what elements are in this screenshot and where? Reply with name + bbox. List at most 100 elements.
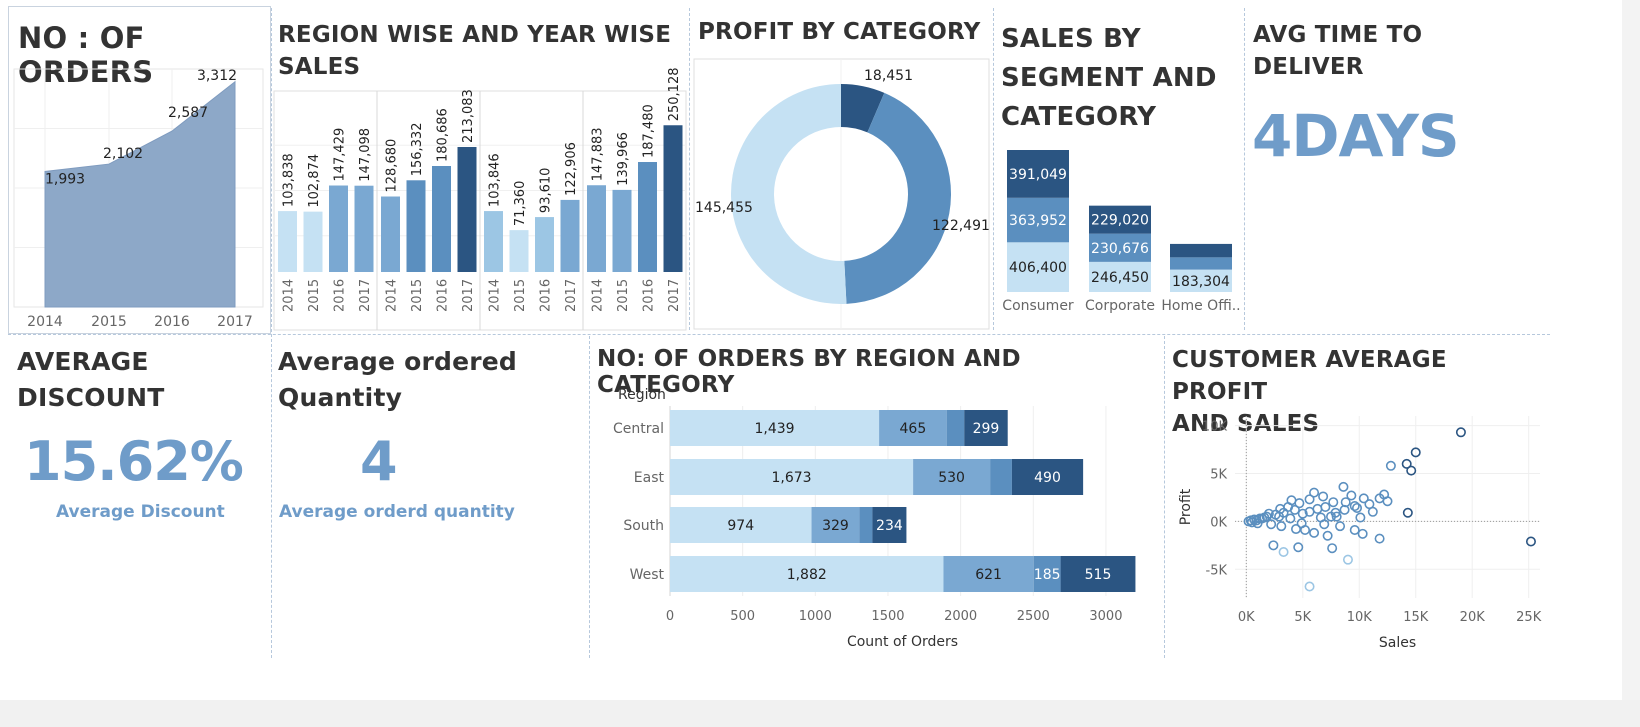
sales-bar bbox=[612, 189, 632, 272]
customer-panel[interactable]: CUSTOMER AVERAGE PROFIT AND SALES 0K 5K 10… bbox=[1165, 338, 1550, 658]
region-category-bar-chart[interactable]: Region 0 500 1000 1500 2000 2500 3000 Central 1,4… bbox=[590, 338, 1164, 658]
region-category-panel[interactable]: NO: OF ORDERS BY REGION AND CATEGORY Reg… bbox=[590, 338, 1164, 658]
scatter-point bbox=[1297, 508, 1308, 519]
order-bar bbox=[670, 507, 812, 543]
deliver-title-line1: AVG TIME TO bbox=[1253, 22, 1423, 48]
quantity-panel[interactable]: Average ordered Quantity 4 Average order… bbox=[272, 338, 589, 658]
data-label: 139,966 bbox=[616, 132, 631, 186]
scatter-point bbox=[1357, 528, 1368, 539]
region-label: Central bbox=[613, 421, 664, 437]
data-label: 234 bbox=[876, 518, 903, 534]
order-bar bbox=[913, 459, 991, 495]
segment-stacked-bar-chart[interactable]: 406,400 363,952 391,049 Consumer 246,450 230,… bbox=[994, 6, 1244, 334]
sales-bar bbox=[354, 185, 374, 272]
scatter-point bbox=[1246, 517, 1257, 528]
scatter-point bbox=[1278, 547, 1289, 558]
x-tick-label: 0K bbox=[1238, 610, 1255, 625]
scatter-point bbox=[1304, 494, 1315, 505]
data-label: 230,676 bbox=[1091, 241, 1149, 257]
year-label: 2014 bbox=[488, 279, 503, 312]
x-tick-label: 2500 bbox=[1017, 609, 1050, 624]
sales-bar bbox=[381, 196, 400, 272]
segment-bar bbox=[1007, 242, 1069, 292]
scatter-point bbox=[1349, 524, 1360, 535]
scatter-point bbox=[1402, 507, 1413, 518]
segment-bar bbox=[1007, 197, 1069, 243]
discount-panel[interactable]: AVERAGE DISCOUNT 15.62% Average Discount bbox=[8, 338, 271, 658]
segment-title-line1: SALES BY bbox=[1001, 24, 1141, 54]
x-tick-label: 2015 bbox=[91, 314, 127, 330]
separator bbox=[993, 8, 994, 330]
discount-title: AVERAGE DISCOUNT bbox=[17, 344, 165, 416]
region-year-panel[interactable]: REGION WISE AND YEAR WISE SALES 103,838 2… bbox=[272, 6, 688, 334]
segment-title-line3: CATEGORY bbox=[1001, 102, 1157, 132]
year-label: 2017 bbox=[667, 279, 682, 312]
x-tick-label: 2014 bbox=[27, 314, 63, 330]
order-bar bbox=[670, 410, 880, 446]
region-year-bar-chart[interactable]: 103,838 2014 102,874 2015 147,429 2016 147,098… bbox=[272, 6, 688, 334]
year-label: 2017 bbox=[358, 279, 373, 312]
order-bar bbox=[1060, 556, 1136, 592]
donut-slice bbox=[841, 84, 885, 133]
sales-bar bbox=[329, 185, 348, 272]
sales-bar bbox=[406, 180, 426, 272]
year-label: 2014 bbox=[591, 279, 606, 312]
discount-title-line1: AVERAGE bbox=[17, 347, 149, 376]
deliver-panel[interactable]: AVG TIME TO DELIVER 4DAYS bbox=[1245, 6, 1545, 334]
region-year-title-line1: REGION WISE AND YEAR WISE bbox=[278, 22, 672, 48]
data-label: 185 bbox=[1034, 567, 1061, 583]
segment-bar bbox=[1170, 269, 1232, 292]
scatter-point bbox=[1309, 487, 1320, 498]
y-tick-label: 5K bbox=[1210, 467, 1227, 482]
separator bbox=[271, 8, 272, 658]
data-label: 974 bbox=[727, 518, 754, 534]
region-label: West bbox=[630, 567, 665, 583]
scatter-point bbox=[1320, 502, 1331, 513]
scatter-point bbox=[1410, 447, 1421, 458]
data-label: 2,102 bbox=[103, 146, 143, 162]
scatter-point bbox=[1367, 506, 1378, 517]
separator bbox=[8, 334, 1550, 335]
separator bbox=[689, 8, 690, 330]
category-label: Corporate bbox=[1085, 298, 1155, 314]
scatter-point bbox=[1352, 502, 1363, 513]
order-bar bbox=[670, 459, 914, 495]
discount-title-line2: DISCOUNT bbox=[17, 383, 165, 412]
scatter-point bbox=[1342, 554, 1353, 565]
scatter-point bbox=[1263, 508, 1274, 519]
data-label: 250,128 bbox=[667, 67, 682, 121]
x-tick-label: 20K bbox=[1460, 610, 1486, 625]
year-label: 2014 bbox=[282, 279, 297, 312]
scatter-point bbox=[1355, 512, 1366, 523]
segment-bar bbox=[1007, 150, 1069, 198]
data-label: 246,450 bbox=[1091, 270, 1149, 286]
sales-bar bbox=[303, 211, 323, 272]
quantity-caption: Average orderd quantity bbox=[279, 502, 515, 522]
segment-bar bbox=[1089, 261, 1151, 292]
sales-bar bbox=[509, 230, 529, 272]
customer-title-line1: CUSTOMER AVERAGE PROFIT bbox=[1172, 347, 1447, 405]
x-tick-label: 15K bbox=[1403, 610, 1429, 625]
region-label: East bbox=[634, 470, 665, 486]
year-label: 2015 bbox=[616, 279, 631, 312]
sales-bar bbox=[560, 199, 580, 272]
order-bar bbox=[1011, 459, 1084, 495]
profit-donut-chart[interactable]: 18,451 122,491 145,455 bbox=[690, 6, 993, 334]
data-label: 147,098 bbox=[358, 128, 373, 182]
region-label: South bbox=[623, 518, 664, 534]
customer-scatter-chart[interactable]: 0K 5K 10K 15K 20K 25K 10K 5K 0K -5K Sales Profit bbox=[1165, 338, 1550, 658]
customer-title: CUSTOMER AVERAGE PROFIT AND SALES bbox=[1172, 344, 1550, 440]
order-bar bbox=[964, 410, 1008, 446]
separator bbox=[589, 336, 590, 658]
sales-bar bbox=[535, 217, 554, 272]
segment-panel[interactable]: SALES BY SEGMENT AND CATEGORY 406,400 363… bbox=[994, 6, 1244, 334]
orders-panel[interactable]: NO : OF ORDERS 1,993 2,102 2,587 3,312 2014 2… bbox=[8, 6, 271, 334]
orders-area-chart[interactable]: 1,993 2,102 2,587 3,312 2014 2015 2016 2017 bbox=[9, 7, 272, 335]
data-label: 363,952 bbox=[1009, 213, 1067, 229]
dashboard: NO : OF ORDERS 1,993 2,102 2,587 3,312 2014 2… bbox=[0, 0, 1622, 700]
y-tick-label: 0K bbox=[1210, 515, 1227, 530]
region-category-title: NO: OF ORDERS BY REGION AND CATEGORY bbox=[597, 346, 1021, 398]
separator bbox=[1244, 8, 1245, 330]
profit-category-panel[interactable]: PROFIT BY CATEGORY 18,451 122,491 145,455 bbox=[690, 6, 993, 334]
order-bar bbox=[943, 556, 1034, 592]
